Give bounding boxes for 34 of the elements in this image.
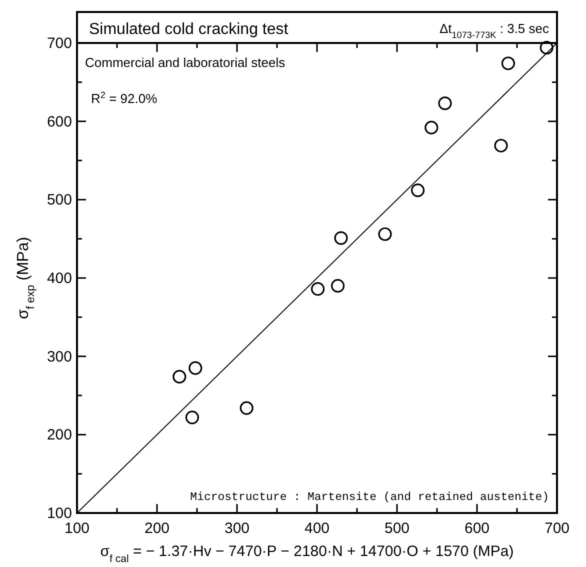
point	[331, 279, 345, 293]
y-tick-label: 300	[46, 348, 72, 366]
y-tick-label: 100	[46, 505, 72, 522]
point	[411, 183, 425, 198]
y-tick-label: 600	[46, 113, 72, 130]
point	[311, 282, 325, 296]
annotation: Microstructure : Martensite (and retained austenite)	[190, 491, 549, 504]
chart-subtitle: Δt$_{1073-773K}$ : 3.5 sec	[439, 21, 550, 40]
x-tick-label: 100	[64, 520, 90, 537]
chart-title: Simulated cold cracking test	[89, 21, 289, 38]
point	[334, 231, 348, 245]
point	[494, 138, 508, 152]
x-tick-label: 200	[144, 520, 170, 537]
annotation: Commercial and laboratorial steels	[85, 55, 286, 70]
x-tick-label: 300	[224, 520, 250, 537]
point	[172, 370, 186, 384]
y-tick-label: 200	[46, 426, 72, 444]
point	[540, 40, 554, 54]
x-tick-label: 400	[304, 520, 330, 537]
y-tick-label: 700	[46, 35, 72, 52]
x-axis-title: σ$_{f cal}$ = − 1.37·Hv − 7470·P − 2180·N + 14700·O + 1570 (MPa)	[100, 543, 514, 565]
annotation: R$^{2}$ = 92.0%	[91, 90, 158, 106]
point	[188, 361, 202, 375]
point	[240, 401, 254, 415]
point	[378, 227, 392, 241]
y-tick-label: 500	[46, 192, 72, 209]
point	[501, 56, 515, 70]
point	[424, 120, 438, 134]
y-tick-label: 400	[46, 270, 72, 287]
x-tick-label: 600	[464, 520, 490, 537]
point	[438, 96, 452, 110]
x-tick-label: 700	[544, 520, 570, 537]
x-tick-label: 500	[384, 520, 410, 537]
point	[185, 410, 199, 424]
